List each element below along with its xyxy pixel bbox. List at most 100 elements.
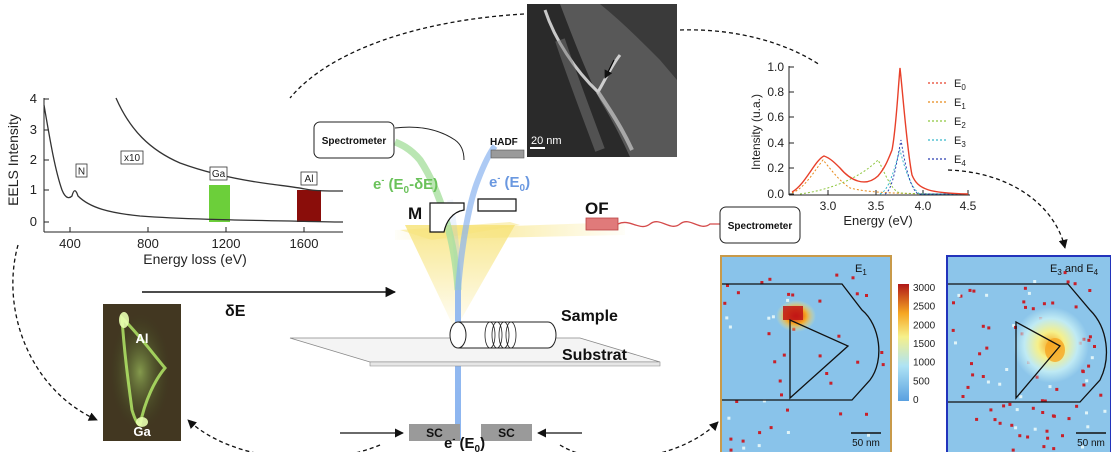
eels-y-tick-label: 4 xyxy=(30,91,37,106)
map-speckle xyxy=(829,381,833,385)
experimental-setup: Spectrometer HADF e- (E0-δE) e- (E0) M O… xyxy=(142,121,801,452)
map-speckle xyxy=(1063,271,1067,275)
map-speckle xyxy=(1093,345,1096,348)
connector-spectrum-to-map xyxy=(947,169,1068,249)
map-speckle xyxy=(1043,399,1047,403)
map-speckle xyxy=(981,324,985,328)
eels-y-tick-label: 3 xyxy=(30,122,37,137)
spectrum-x-tick-label: 3.0 xyxy=(820,199,837,213)
map-speckle xyxy=(839,412,843,416)
map-speckle xyxy=(729,437,733,441)
delta-e-label: δE xyxy=(225,303,246,320)
spectrometer-right-box xyxy=(719,206,801,244)
map-speckle xyxy=(782,353,786,357)
map-speckle xyxy=(1067,417,1071,421)
map-speckle xyxy=(1042,302,1046,306)
map-speckle xyxy=(1014,426,1018,430)
map-speckle xyxy=(1011,448,1015,452)
x10-tag-box xyxy=(120,150,144,165)
eels-x-tick-label: 800 xyxy=(137,236,159,251)
spectrum-e4-curve xyxy=(884,139,968,195)
map-speckle xyxy=(1010,423,1014,427)
eels-y-tick-label: 1 xyxy=(30,182,37,197)
connector-eels-to-cl xyxy=(12,244,98,421)
map-speckle xyxy=(780,393,783,397)
map-speckle xyxy=(867,433,870,437)
optical-fiber-label: OF xyxy=(585,199,609,218)
map-speckle xyxy=(985,346,989,350)
map-speckle xyxy=(951,328,955,332)
map-speckle xyxy=(791,293,795,297)
eels-x-tick-label: 1600 xyxy=(290,236,319,251)
haadf-image: 20 nm xyxy=(527,4,677,157)
map-speckle xyxy=(735,400,739,403)
map-speckle xyxy=(1019,395,1023,399)
map-speckle xyxy=(736,291,740,295)
map-speckle xyxy=(968,288,972,292)
colorbar-tick-label: 2000 xyxy=(913,320,936,331)
map-speckle xyxy=(954,341,957,345)
map-speckle xyxy=(952,301,955,305)
nanowire-sample xyxy=(449,321,557,349)
map-speckle xyxy=(825,372,829,375)
map-speckle xyxy=(1088,289,1092,292)
hadf-label: HADF xyxy=(490,137,518,148)
map-speckle xyxy=(1087,338,1091,342)
n-edge-tag-box xyxy=(75,163,88,178)
elastic-beam xyxy=(455,144,498,291)
connector-haadf-to-eels xyxy=(289,13,525,99)
map-speckle xyxy=(786,431,790,434)
spectrometer-right-label: Spectrometer xyxy=(728,221,793,232)
map-speckle xyxy=(742,446,746,450)
map-speckle xyxy=(978,352,982,356)
map-speckle xyxy=(998,382,1002,386)
map-speckle xyxy=(1073,282,1077,286)
map-speckle xyxy=(961,395,965,398)
map-speckle xyxy=(881,363,885,367)
map-speckle xyxy=(1002,404,1006,408)
eels-y-tick-label: 2 xyxy=(30,152,37,167)
eels-spectrum-x10-curve xyxy=(115,97,344,192)
map-speckle xyxy=(767,316,771,320)
map-speckle xyxy=(959,294,963,298)
map-speckle xyxy=(1081,370,1085,374)
map-speckle xyxy=(1022,300,1026,304)
map-speckle xyxy=(1027,291,1031,295)
eels-x-ticks xyxy=(69,227,305,232)
map-speckle xyxy=(1090,356,1094,360)
map-speckle xyxy=(760,281,764,284)
haadf-scalebar-label: 20 nm xyxy=(531,135,562,147)
colorbar-tick-label: 1000 xyxy=(913,358,936,369)
map-speckle xyxy=(1088,335,1092,339)
map-speckle xyxy=(835,273,839,277)
ga-edge-bar xyxy=(209,185,230,222)
legend-entry: E4 xyxy=(954,154,966,168)
eels-x-axis-label: Energy loss (eV) xyxy=(143,251,246,267)
map-speckle xyxy=(851,276,855,280)
sc-left-label: SC xyxy=(426,426,443,440)
map-speckle xyxy=(975,417,979,421)
map-speckle xyxy=(1066,280,1070,284)
parabolic-mirror-left xyxy=(429,202,465,233)
spectrometer-top-label: Spectrometer xyxy=(322,136,387,147)
colorbar-tick-label: 500 xyxy=(913,376,930,387)
map-speckle xyxy=(787,292,791,296)
colorbar-tick-label: 3000 xyxy=(913,283,936,294)
sample-label: Sample xyxy=(561,308,618,325)
map-speckle xyxy=(757,444,761,448)
map-speckle xyxy=(1099,393,1103,397)
connector-arrows xyxy=(12,13,1068,452)
map-speckle xyxy=(957,293,961,297)
map-speckle xyxy=(981,375,985,378)
legend-entry: E0 xyxy=(954,78,966,92)
map-speckle xyxy=(1015,408,1019,412)
map-speckle xyxy=(1005,368,1009,371)
map-speckle xyxy=(855,292,859,296)
spectrum-y-tick-label: 0.0 xyxy=(767,187,784,201)
map-speckle xyxy=(972,289,976,293)
map-speckle xyxy=(786,298,790,302)
cl-ga-label: Ga xyxy=(133,424,151,439)
map-speckle xyxy=(998,421,1002,425)
eels-x-tick-label: 400 xyxy=(59,236,81,251)
map-speckle xyxy=(726,284,729,287)
